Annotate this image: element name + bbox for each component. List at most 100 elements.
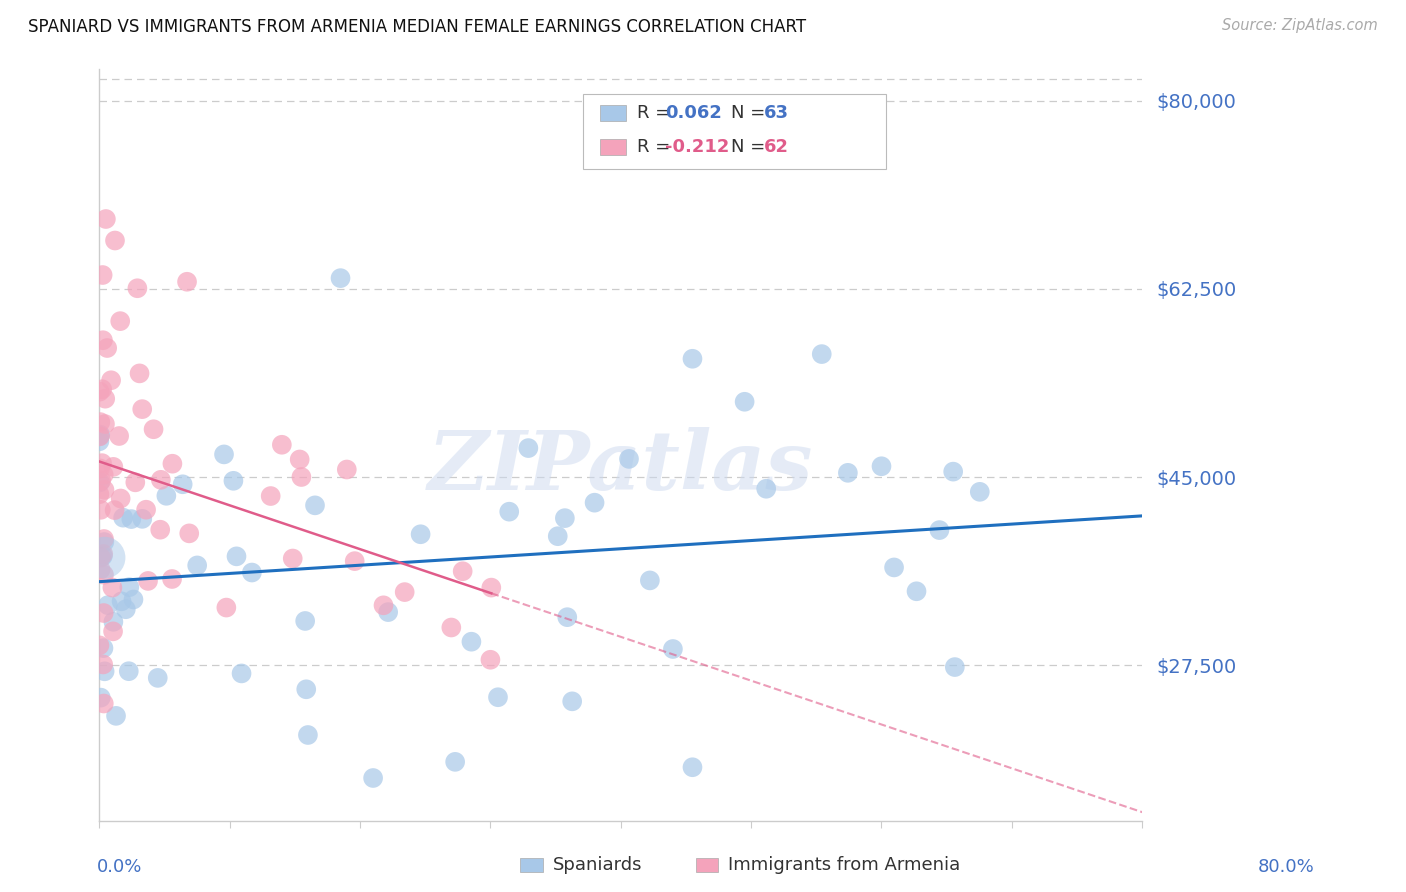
Text: 62: 62 xyxy=(763,138,789,156)
Point xyxy=(89,427,111,442)
Point xyxy=(131,402,153,417)
Point xyxy=(146,671,169,685)
Point xyxy=(554,511,576,525)
Point xyxy=(127,281,149,295)
Text: N =: N = xyxy=(731,104,770,122)
Point xyxy=(89,434,111,449)
Point xyxy=(128,367,150,381)
Point xyxy=(142,422,165,436)
Point xyxy=(517,441,540,455)
Point xyxy=(103,459,125,474)
Point xyxy=(91,382,114,396)
Point xyxy=(179,526,201,541)
Point xyxy=(105,709,128,723)
Point xyxy=(104,234,127,248)
Point xyxy=(294,614,316,628)
Point xyxy=(377,605,399,619)
Point xyxy=(160,572,183,586)
Point xyxy=(870,459,893,474)
Point xyxy=(93,467,115,482)
Point xyxy=(89,429,111,443)
Point xyxy=(373,599,395,613)
Text: SPANIARD VS IMMIGRANTS FROM ARMENIA MEDIAN FEMALE EARNINGS CORRELATION CHART: SPANIARD VS IMMIGRANTS FROM ARMENIA MEDI… xyxy=(28,18,806,36)
Point xyxy=(90,563,112,577)
Point xyxy=(114,602,136,616)
Point xyxy=(101,581,124,595)
Point xyxy=(281,551,304,566)
Text: -0.212: -0.212 xyxy=(665,138,730,156)
Point xyxy=(343,554,366,568)
Point xyxy=(112,510,135,524)
Text: 80.0%: 80.0% xyxy=(1258,858,1315,876)
Point xyxy=(89,429,111,443)
Point xyxy=(104,503,127,517)
Point xyxy=(486,690,509,705)
Point xyxy=(969,484,991,499)
Point xyxy=(91,549,114,563)
Point xyxy=(149,473,172,487)
Point xyxy=(555,610,578,624)
Point xyxy=(118,580,141,594)
Point xyxy=(90,474,112,488)
Point xyxy=(108,429,131,443)
Point xyxy=(231,666,253,681)
Point xyxy=(93,532,115,546)
Point xyxy=(91,333,114,347)
Point xyxy=(682,760,704,774)
Point xyxy=(136,574,159,588)
Point xyxy=(90,550,112,565)
Point xyxy=(110,314,132,328)
Point xyxy=(89,638,111,652)
Point xyxy=(617,451,640,466)
Point xyxy=(561,694,583,708)
Point xyxy=(451,564,474,578)
Point xyxy=(222,474,245,488)
Point xyxy=(89,384,111,399)
Point xyxy=(270,438,292,452)
Point xyxy=(176,275,198,289)
Point xyxy=(172,477,194,491)
Point xyxy=(638,574,661,588)
Point xyxy=(93,665,115,679)
Point xyxy=(460,634,482,648)
Point xyxy=(100,373,122,387)
Point xyxy=(336,462,359,476)
Point xyxy=(297,728,319,742)
Point xyxy=(755,482,778,496)
Point xyxy=(260,489,283,503)
Point xyxy=(94,417,117,431)
Text: 0.0%: 0.0% xyxy=(97,858,142,876)
Point xyxy=(943,660,966,674)
Point xyxy=(215,600,238,615)
Point xyxy=(91,657,114,672)
Point xyxy=(89,475,111,490)
Point xyxy=(883,560,905,574)
Point xyxy=(240,566,263,580)
Point xyxy=(91,268,114,282)
Point xyxy=(682,351,704,366)
Text: 63: 63 xyxy=(763,104,789,122)
Point xyxy=(498,505,520,519)
Point xyxy=(94,212,117,227)
Point xyxy=(110,491,132,506)
Point xyxy=(662,642,685,657)
Text: Immigrants from Armenia: Immigrants from Armenia xyxy=(728,856,960,874)
Point xyxy=(89,487,111,501)
Point xyxy=(135,502,157,516)
Point xyxy=(90,503,112,517)
Point xyxy=(479,653,502,667)
Point xyxy=(440,620,463,634)
Point xyxy=(942,465,965,479)
Point xyxy=(118,664,141,678)
Point xyxy=(734,394,756,409)
Point xyxy=(329,271,352,285)
Point xyxy=(94,392,117,406)
Point xyxy=(295,682,318,697)
Point xyxy=(304,499,326,513)
Text: 0.062: 0.062 xyxy=(665,104,721,122)
Text: R =: R = xyxy=(637,138,676,156)
Point xyxy=(905,584,928,599)
Text: N =: N = xyxy=(731,138,770,156)
Point xyxy=(93,483,115,497)
Text: Source: ZipAtlas.com: Source: ZipAtlas.com xyxy=(1222,18,1378,33)
